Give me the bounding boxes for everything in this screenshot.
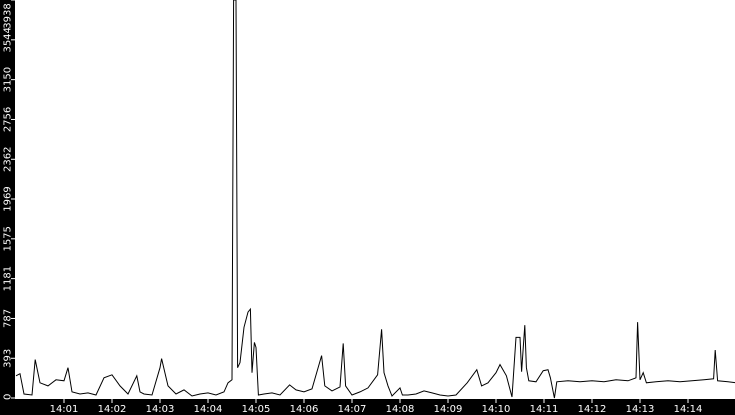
- y-axis-bar: [0, 0, 15, 415]
- y-tick-label: 1575: [3, 226, 14, 251]
- y-tick-label: 2756: [3, 107, 14, 132]
- x-tick-label: 14:01: [50, 404, 79, 415]
- x-tick-label: 14:06: [290, 404, 319, 415]
- y-tick-label: 1181: [3, 266, 14, 291]
- series-layer: [15, 0, 735, 399]
- y-tick-label: 2362: [3, 147, 14, 172]
- series-line: [15, 0, 735, 399]
- x-tick-label: 14:02: [98, 404, 127, 415]
- x-tick-label: 14:03: [146, 404, 175, 415]
- x-tick-label: 14:14: [674, 404, 703, 415]
- x-tick-label: 14:12: [578, 404, 607, 415]
- y-tick-label: 0: [3, 394, 14, 400]
- x-tick-label: 14:11: [530, 404, 559, 415]
- y-tick-label: 393: [3, 349, 14, 368]
- x-tick-label: 14:13: [626, 404, 655, 415]
- x-tick-label: 14:10: [482, 404, 511, 415]
- x-tick-label: 14:05: [242, 404, 271, 415]
- y-tick-label: 787: [3, 309, 14, 328]
- x-tick-label: 14:08: [386, 404, 415, 415]
- y-tick-label: 3150: [3, 67, 14, 92]
- y-tick-label: 3544: [3, 27, 14, 52]
- y-tick-label: 1969: [3, 186, 14, 211]
- y-tick-label: 3938: [3, 3, 14, 28]
- x-tick-label: 14:04: [194, 404, 223, 415]
- x-axis-bar: [0, 399, 735, 415]
- x-tick-label: 14:09: [434, 404, 463, 415]
- x-tick-label: 14:07: [338, 404, 367, 415]
- x-axis-ticks: 14:01 14:02 14:03 14:04 14:05 14:06 14:07 14:08…: [50, 399, 703, 415]
